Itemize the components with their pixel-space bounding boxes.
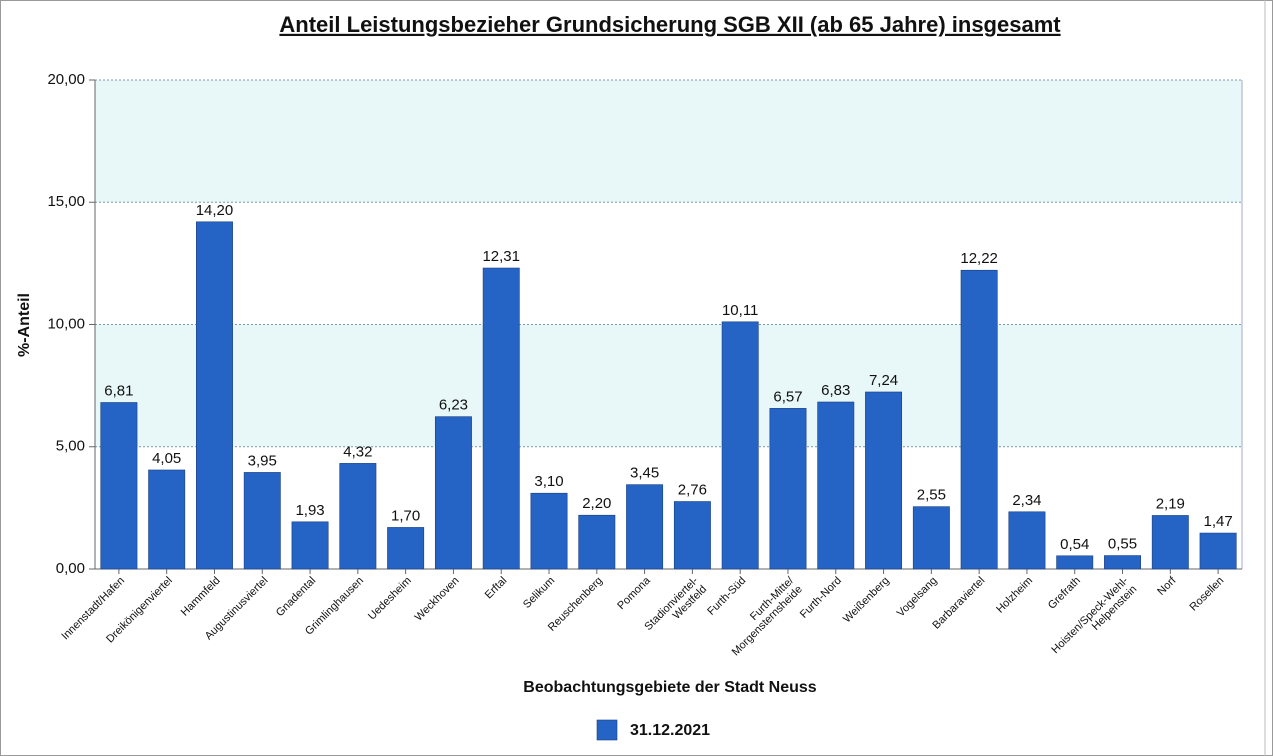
value-label: 3,95 <box>248 452 277 469</box>
bar <box>1056 555 1094 570</box>
bar <box>673 501 711 570</box>
value-label: 6,57 <box>773 388 802 405</box>
x-axis-label: Beobachtungsgebiete der Stadt Neuss <box>523 679 816 696</box>
y-tick-label: 15,00 <box>47 193 85 210</box>
bar <box>243 472 281 570</box>
bar <box>291 521 329 570</box>
value-label: 2,76 <box>678 481 707 498</box>
bar <box>1008 511 1046 570</box>
bar <box>912 506 950 570</box>
bar <box>960 269 998 570</box>
value-label: 4,05 <box>152 450 181 467</box>
legend-label: 31.12.2021 <box>630 722 710 739</box>
bar <box>482 267 520 570</box>
bar <box>148 469 186 570</box>
value-label: 4,32 <box>343 443 372 460</box>
bar <box>769 408 807 570</box>
bar <box>387 527 425 570</box>
bar <box>865 391 903 570</box>
y-tick-label: 20,00 <box>47 71 85 88</box>
value-label: 0,55 <box>1108 536 1137 553</box>
bar <box>1104 555 1141 570</box>
value-label: 2,55 <box>917 487 946 504</box>
value-label: 1,93 <box>295 502 324 519</box>
bar <box>1151 515 1189 570</box>
bar <box>721 321 759 570</box>
value-label: 10,11 <box>722 302 758 319</box>
value-label: 6,23 <box>439 397 468 414</box>
value-label: 0,54 <box>1060 536 1089 553</box>
value-label: 2,20 <box>582 495 611 512</box>
value-label: 7,24 <box>869 372 898 389</box>
value-label: 2,34 <box>1012 492 1041 509</box>
bar <box>196 221 233 570</box>
bar <box>578 514 616 570</box>
value-label: 6,83 <box>821 382 850 399</box>
value-label: 12,22 <box>960 250 998 267</box>
value-label: 1,70 <box>391 507 420 524</box>
plot-band <box>95 80 1242 203</box>
value-label: 3,10 <box>534 473 563 490</box>
bar <box>626 484 664 570</box>
value-label: 14,20 <box>196 202 234 219</box>
y-tick-label: 5,00 <box>56 438 85 455</box>
y-tick-label: 10,00 <box>47 315 85 332</box>
bar <box>339 463 377 570</box>
value-label: 12,31 <box>482 248 520 265</box>
value-label: 3,45 <box>630 465 659 482</box>
value-label: 6,81 <box>104 382 133 399</box>
bar <box>100 402 138 570</box>
bar <box>434 416 472 570</box>
y-axis-label: %-Anteil <box>16 293 33 357</box>
chart-title: Anteil Leistungsbezieher Grundsicherung … <box>279 12 1061 37</box>
bar <box>817 401 855 570</box>
y-tick-label: 0,00 <box>56 560 85 577</box>
bar <box>530 492 568 570</box>
legend-swatch <box>596 719 618 741</box>
bar <box>1199 532 1237 570</box>
value-label: 1,47 <box>1204 513 1233 530</box>
value-label: 2,19 <box>1156 495 1185 512</box>
plot-band <box>95 324 1242 447</box>
